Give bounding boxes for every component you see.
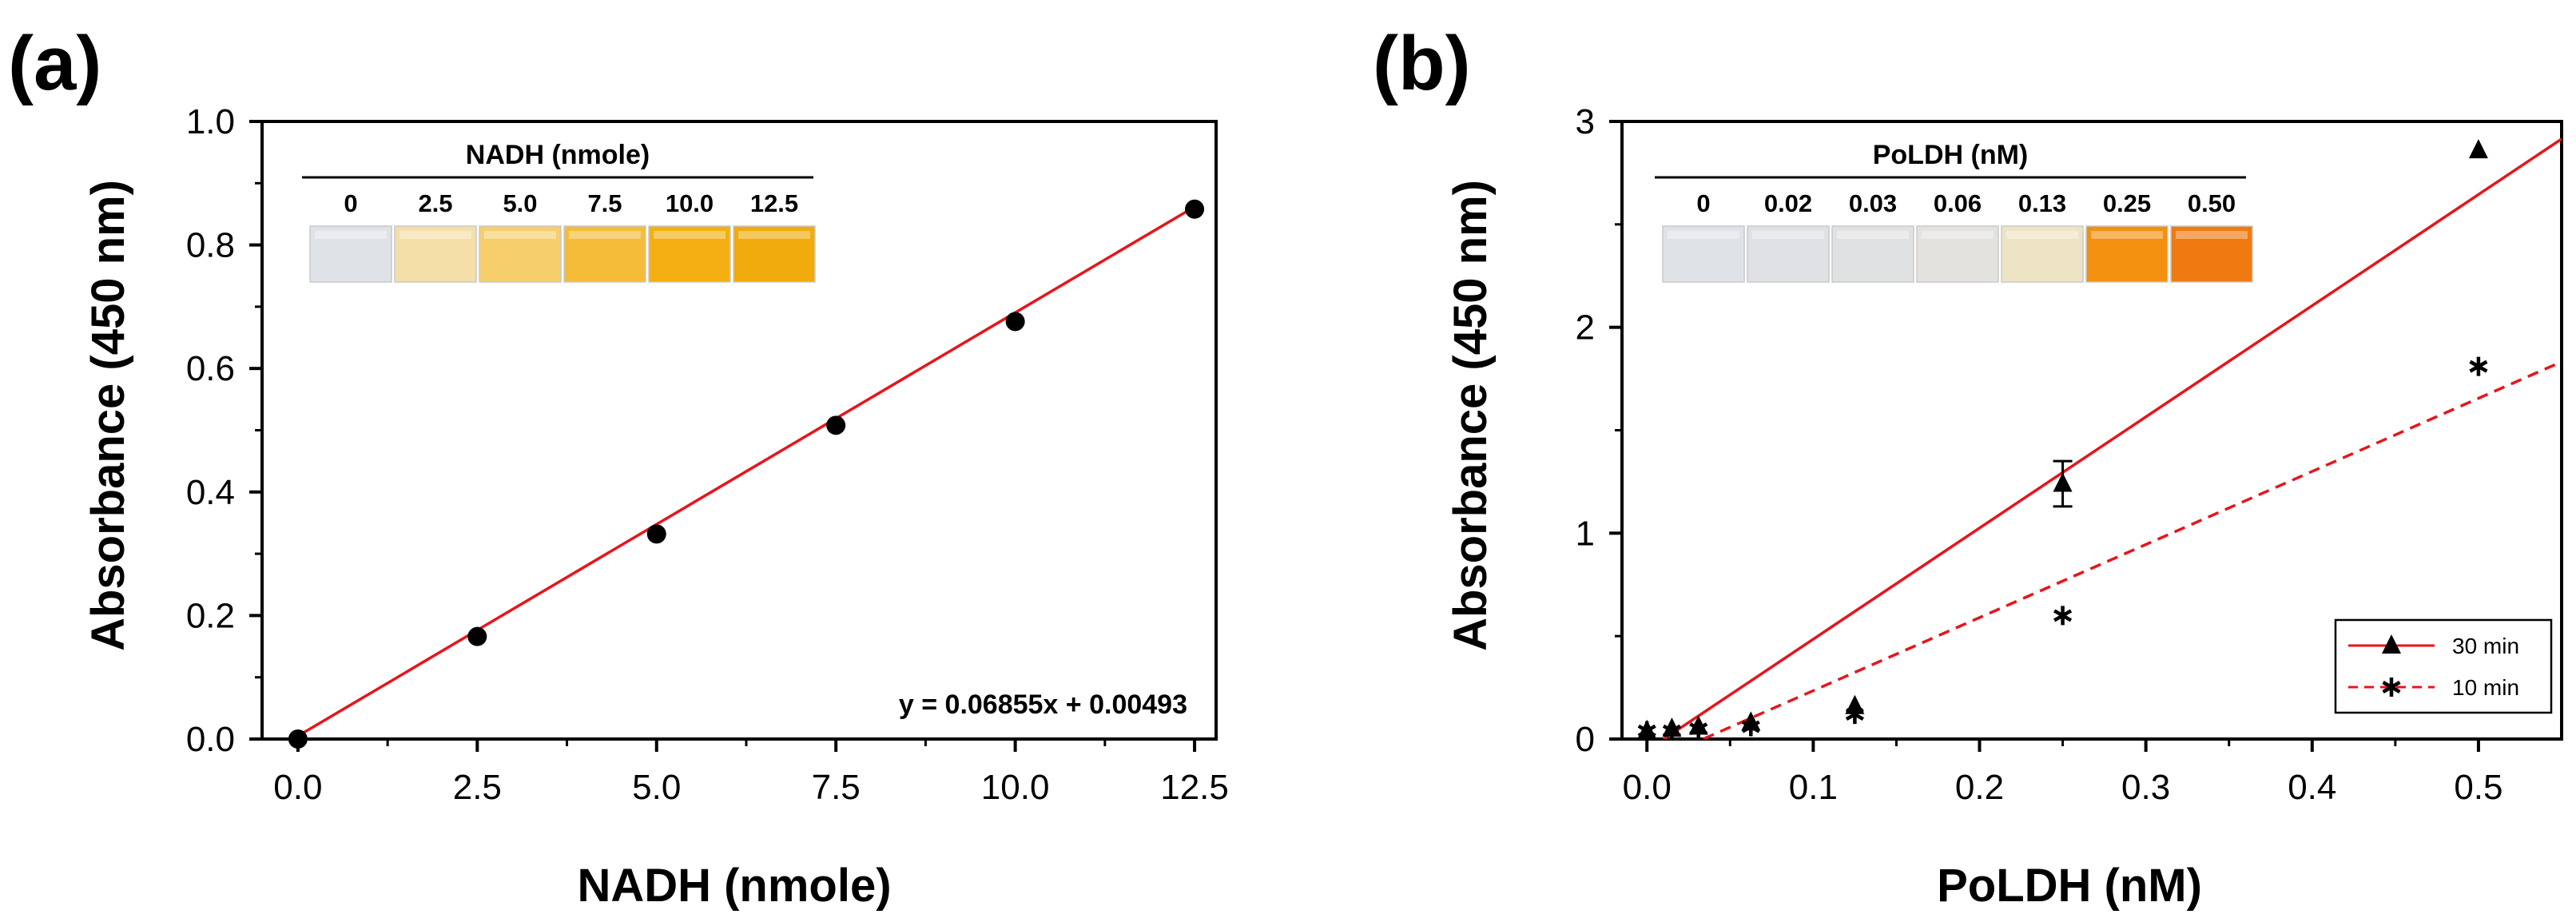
panel-1-inset-vial <box>1662 225 1745 283</box>
panel-1-x-tick-label: 0.4 <box>2288 768 2336 807</box>
panel-1-series-1-point <box>1741 717 1760 737</box>
panel-1-y-tick-label: 2 <box>1576 308 1595 348</box>
panel-1-inset-vial-highlight <box>1837 231 1909 239</box>
legend-label-1: 10 min <box>2452 675 2519 700</box>
panel-1-y-tick-label: 0 <box>1576 720 1595 759</box>
panel-1-y-tick-label: 1 <box>1576 514 1595 553</box>
panel-1-inset-vial-highlight <box>2091 231 2163 239</box>
panel-1-inset-label: 0 <box>1696 189 1710 217</box>
panel-0-series-0-point <box>1185 199 1205 219</box>
panel-0-inset-label: 12.5 <box>750 189 798 217</box>
panel-0-x-tick-label: 7.5 <box>812 768 861 807</box>
panel-0-fit-line-solid <box>296 205 1195 737</box>
panel-b-x-axis-title: PoLDH (nM) <box>1937 860 2202 912</box>
panel-0-inset-vial <box>394 225 477 283</box>
panel-b-label: (b) <box>1373 21 1471 106</box>
panel-0-inset-vial <box>479 225 562 283</box>
panel-1-inset-vial-highlight <box>2176 231 2248 239</box>
panel-0-x-tick-label: 12.5 <box>1160 768 1229 807</box>
panel-0-inset-vial-highlight <box>569 231 641 239</box>
panel-1-inset-title: PoLDH (nM) <box>1873 140 2029 170</box>
panel-1-series-1-point <box>2053 606 2073 626</box>
panel-0-inset-title: NADH (nmole) <box>466 140 650 170</box>
panel-0-inset-vial-highlight <box>484 231 556 239</box>
panel-0-y-tick-label: 0.0 <box>186 720 235 759</box>
panel-0-y-tick-label: 0.8 <box>186 226 235 265</box>
panel-0-y-tick-label: 0.6 <box>186 349 235 388</box>
panel-0-y-tick-label: 0.2 <box>186 596 235 635</box>
panel-1-fit-line-solid <box>1663 137 2562 739</box>
panel-1-inset-vial <box>2085 225 2169 283</box>
panel-0-inset-vial <box>648 225 731 283</box>
legend-marker-0 <box>2382 634 2401 654</box>
panel-0-inset-vial <box>309 225 392 283</box>
panel-0-x-tick-label: 10.0 <box>981 768 1050 807</box>
panel-0-y-tick-label: 0.4 <box>186 473 235 512</box>
panel-1-inset-vial <box>1831 225 1914 283</box>
panel-1-series-1-point <box>1845 705 1864 725</box>
panel-1-inset-vial <box>2170 225 2253 283</box>
panel-0-inset-label: 10.0 <box>666 189 714 217</box>
panel-0-series-0-point <box>646 524 666 544</box>
panel-1-x-tick-label: 0.0 <box>1623 768 1672 807</box>
panel-1-inset-vial-highlight <box>2006 231 2078 239</box>
panel-1-x-tick-label: 0.2 <box>1955 768 2004 807</box>
panel-1-series-1-point <box>1689 719 1708 739</box>
panel-0-series-0-point <box>826 415 846 435</box>
panel-1-inset-label: 0.02 <box>1764 189 1812 217</box>
panel-a-fit-equation: y = 0.06855x + 0.00493 <box>899 690 1187 720</box>
legend-box <box>2334 618 2553 714</box>
panel-0-inset-vial-highlight <box>315 231 387 239</box>
legend-marker-1 <box>2382 678 2401 697</box>
panel-b: (b) Absorbance (450 nm) PoLDH (nM) 0.0 0.… <box>1373 21 2563 912</box>
panel-1-y-tick-label: 3 <box>1576 102 1595 141</box>
panel-1-inset-label: 0.50 <box>2188 189 2236 217</box>
panel-1-inset-label: 0.06 <box>1934 189 1982 217</box>
panel-1-inset-vial-highlight <box>1668 231 1739 239</box>
panel-a: (a) Absorbance (450 nm) NADH (nmole) y =… <box>8 21 1229 912</box>
panel-1-series-1-point <box>2469 356 2488 376</box>
panel-0-x-tick-label: 5.0 <box>632 768 681 807</box>
panel-0-x-tick-label: 0.0 <box>273 768 322 807</box>
panel-0-inset-vial <box>563 225 646 283</box>
panel-1-x-tick-label: 0.1 <box>1789 768 1838 807</box>
panel-1-series-0-point <box>1845 694 1865 714</box>
panel-0-inset-vial-highlight <box>400 231 471 239</box>
panel-0-inset-label: 7.5 <box>587 189 622 217</box>
panel-1-series-0-point <box>2468 139 2488 159</box>
panel-a-label: (a) <box>8 21 101 106</box>
panel-1-inset-vial-highlight <box>1752 231 1824 239</box>
panel-0-series-0-point <box>1005 312 1025 332</box>
panel-1-inset-label: 0.25 <box>2103 189 2151 217</box>
panel-b-y-axis-title: Absorbance (450 nm) <box>1445 180 1497 651</box>
panel-1-inset-vial-highlight <box>1922 231 1994 239</box>
panel-1-series-1-point <box>1662 721 1682 741</box>
legend-label-0: 30 min <box>2452 634 2519 658</box>
panel-1-series-1-point <box>1637 721 1656 741</box>
panel-0-inset-vial <box>733 225 816 283</box>
panel-1-fit-line-dashed <box>1703 360 2562 739</box>
panel-a-x-axis-title: NADH (nmole) <box>577 860 891 912</box>
panel-0-inset-vial-highlight <box>738 231 810 239</box>
panel-0-series-0-point <box>467 626 487 646</box>
panel-1-inset-label: 0.03 <box>1849 189 1897 217</box>
panel-1-x-tick-label: 0.5 <box>2454 768 2502 807</box>
panel-0-inset-label: 5.0 <box>503 189 537 217</box>
panel-0-inset-label: 2.5 <box>418 189 452 217</box>
panel-1-inset-vial <box>1916 225 1999 283</box>
panel-0-inset-label: 0 <box>344 189 357 217</box>
panel-a-y-axis-title: Absorbance (450 nm) <box>82 180 134 651</box>
panel-0-plot-frame <box>260 120 1218 741</box>
panel-1-inset-vial <box>2001 225 2084 283</box>
panel-1-inset-label: 0.13 <box>2018 189 2066 217</box>
panel-1-inset-vial <box>1747 225 1830 283</box>
panel-0-inset-vial-highlight <box>654 231 725 239</box>
panel-1-series-0-point <box>2053 472 2073 492</box>
panel-1-x-tick-label: 0.3 <box>2121 768 2170 807</box>
panel-0-y-tick-label: 1.0 <box>186 102 235 141</box>
panel-0-series-0-point <box>288 729 308 749</box>
panel-0-x-tick-label: 2.5 <box>453 768 502 807</box>
